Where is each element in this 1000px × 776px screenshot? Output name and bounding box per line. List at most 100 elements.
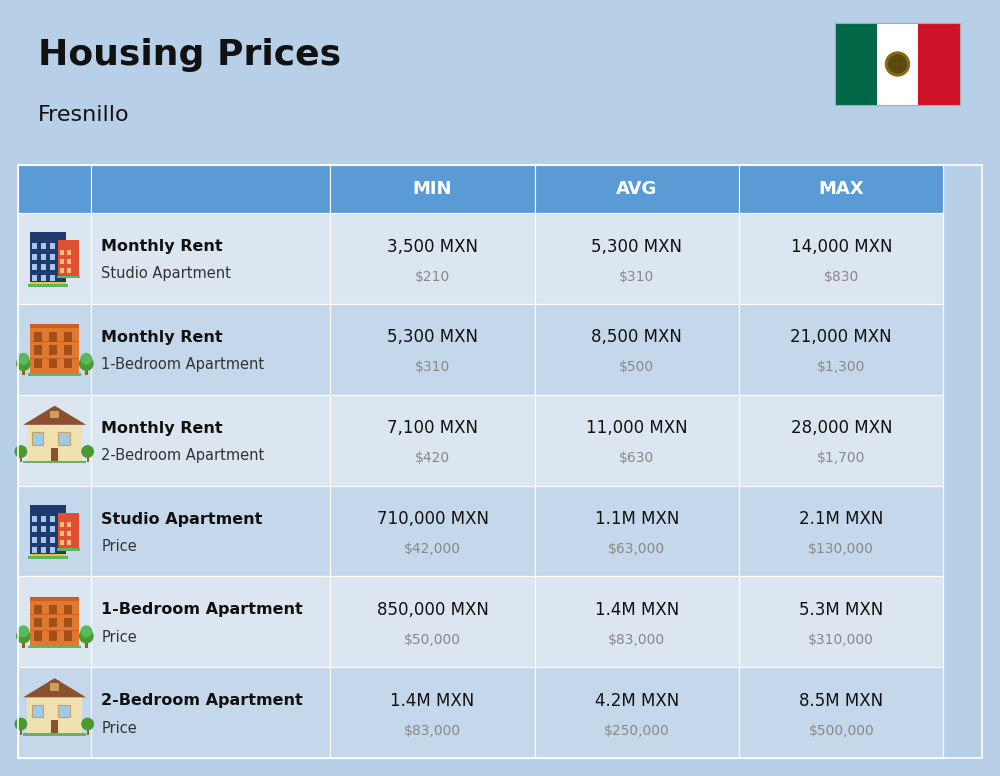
Text: 11,000 MXN: 11,000 MXN [586, 419, 688, 437]
Text: 8.5M MXN: 8.5M MXN [799, 691, 883, 710]
Text: Housing Prices: Housing Prices [38, 38, 341, 72]
Bar [18, 577, 91, 667]
Bar [535, 395, 739, 486]
Bar [58, 432, 70, 445]
Text: $1,700: $1,700 [817, 452, 865, 466]
Bar [49, 618, 57, 628]
Bar [30, 630, 79, 632]
Bar [58, 705, 70, 717]
Bar [67, 522, 71, 527]
Bar [64, 632, 72, 641]
Bar [18, 395, 91, 486]
Bar [739, 395, 943, 486]
Bar [32, 432, 43, 445]
Bar [67, 540, 71, 546]
Text: AVG: AVG [616, 180, 658, 198]
Bar [50, 515, 55, 521]
Bar [18, 165, 91, 213]
Text: 1.4M MXN: 1.4M MXN [595, 601, 679, 619]
Bar [41, 547, 46, 553]
Bar [535, 304, 739, 395]
Bar [50, 254, 55, 260]
Text: $310: $310 [619, 269, 655, 283]
Bar [60, 258, 64, 264]
Bar [67, 250, 71, 255]
Bar [50, 536, 55, 543]
Bar [23, 461, 86, 463]
Circle shape [82, 445, 93, 457]
Bar [41, 264, 46, 270]
Text: 3,500 MXN: 3,500 MXN [387, 237, 478, 255]
Circle shape [889, 55, 906, 73]
Bar [58, 432, 70, 445]
Bar [87, 453, 89, 462]
Bar [32, 275, 37, 281]
Text: 5,300 MXN: 5,300 MXN [591, 237, 682, 255]
Bar [27, 424, 82, 461]
Bar [330, 395, 535, 486]
Circle shape [17, 357, 30, 370]
Text: 2-Bedroom Apartment: 2-Bedroom Apartment [101, 693, 303, 708]
Bar [41, 254, 46, 260]
Bar [32, 432, 43, 445]
Text: 21,000 MXN: 21,000 MXN [790, 328, 892, 346]
Bar [18, 486, 91, 577]
Bar [32, 547, 37, 553]
Bar [30, 324, 79, 328]
Text: $500,000: $500,000 [808, 724, 874, 738]
Text: $310: $310 [415, 360, 450, 374]
Bar [18, 165, 982, 758]
Bar [64, 605, 72, 614]
Bar [41, 515, 46, 521]
Bar [49, 345, 57, 355]
Bar [535, 577, 739, 667]
Bar [32, 536, 37, 543]
Bar [30, 232, 66, 285]
Bar [67, 258, 71, 264]
Circle shape [80, 629, 93, 643]
Bar [30, 324, 79, 374]
Bar [91, 667, 330, 758]
Bar [20, 453, 22, 462]
Text: 2.1M MXN: 2.1M MXN [799, 510, 883, 528]
Bar [67, 268, 71, 272]
Bar [51, 448, 58, 461]
Text: $210: $210 [415, 269, 450, 283]
Bar [60, 268, 64, 272]
Bar [91, 165, 330, 213]
Bar [91, 213, 330, 304]
Text: 1.1M MXN: 1.1M MXN [595, 510, 679, 528]
Bar [30, 341, 79, 342]
Bar [50, 243, 55, 249]
Bar [330, 667, 535, 758]
Bar [835, 23, 960, 105]
Bar [30, 358, 79, 359]
Polygon shape [23, 406, 86, 424]
Bar [91, 304, 330, 395]
Bar [41, 275, 46, 281]
Text: $420: $420 [415, 452, 450, 466]
Bar [330, 213, 535, 304]
Text: $50,000: $50,000 [404, 633, 461, 647]
Text: $83,000: $83,000 [608, 633, 665, 647]
Bar [51, 720, 58, 733]
Bar [34, 605, 42, 614]
Text: 1-Bedroom Apartment: 1-Bedroom Apartment [101, 602, 303, 618]
Text: 28,000 MXN: 28,000 MXN [791, 419, 892, 437]
Bar [50, 526, 55, 532]
Text: 1.4M MXN: 1.4M MXN [390, 691, 475, 710]
Bar [58, 705, 70, 717]
Text: Price: Price [101, 539, 137, 554]
Bar [30, 614, 79, 615]
Bar [91, 486, 330, 577]
Text: 850,000 MXN: 850,000 MXN [377, 601, 488, 619]
Text: Studio Apartment: Studio Apartment [101, 266, 231, 282]
Text: Fresnillo: Fresnillo [38, 105, 130, 125]
Bar [330, 304, 535, 395]
Text: 710,000 MXN: 710,000 MXN [377, 510, 489, 528]
Bar [918, 23, 960, 105]
Bar [28, 284, 68, 286]
Bar [18, 213, 91, 304]
Text: 1-Bedroom Apartment: 1-Bedroom Apartment [101, 357, 264, 372]
Bar [739, 667, 943, 758]
